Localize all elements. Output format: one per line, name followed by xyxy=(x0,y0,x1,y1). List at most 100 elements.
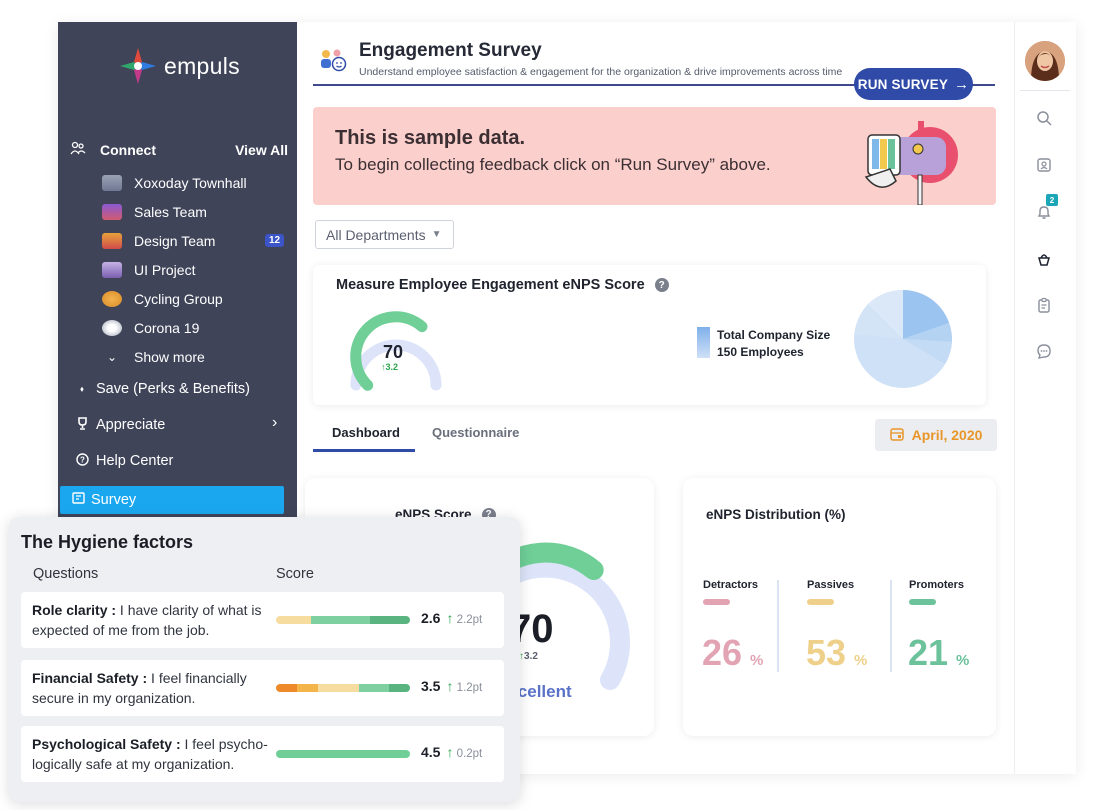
score-delta-value: 1.2pt xyxy=(456,682,483,694)
design-team-icon xyxy=(102,233,122,249)
hygiene-question: Psychological Safety : I feel psycho-log… xyxy=(32,734,268,774)
sidebar-item-sales-team[interactable]: Sales Team xyxy=(102,201,207,223)
sidebar-item-label: UI Project xyxy=(134,262,196,278)
arrow-up-icon: ↑ xyxy=(519,651,524,662)
hygiene-question: Financial Safety : I feel financially se… xyxy=(32,668,268,708)
show-more-button[interactable]: ⌄ Show more xyxy=(102,346,205,368)
banner-text: To begin collecting feedback click on “R… xyxy=(335,155,771,174)
header-divider xyxy=(313,84,995,86)
survey-icon xyxy=(72,492,85,508)
question-title: Psychological Safety : xyxy=(32,736,181,752)
score-value: 4.5 xyxy=(421,744,441,760)
passives-column: Passives xyxy=(807,579,854,605)
score-value: 3.5 xyxy=(421,678,441,694)
hygiene-score: 4.5 ↑ 0.2pt xyxy=(421,744,482,760)
date-picker-value: April, 2020 xyxy=(911,427,983,443)
svg-text:?: ? xyxy=(80,456,85,465)
department-select[interactable]: All Departments ▼ xyxy=(315,220,454,249)
sidebar-item-appreciate[interactable]: Appreciate xyxy=(74,414,165,436)
building-icon xyxy=(102,175,122,191)
connect-section-header: Connect View All xyxy=(70,141,288,158)
sidebar-item-corona-19[interactable]: Corona 19 xyxy=(102,317,199,339)
chat-icon[interactable] xyxy=(1034,341,1054,361)
passives-value: 53% xyxy=(806,632,867,674)
bell-icon[interactable] xyxy=(1034,202,1054,222)
hygiene-row: Psychological Safety : I feel psycho-log… xyxy=(21,726,504,782)
arrow-up-icon: ↑ xyxy=(446,610,454,626)
percent-sign: % xyxy=(750,652,764,669)
sidebar-item-help-center[interactable]: ? Help Center xyxy=(74,450,173,472)
promoters-value: 21% xyxy=(908,632,969,674)
sample-data-banner: This is sample data. To begin collecting… xyxy=(313,107,996,205)
sidebar-item-design-team[interactable]: Design Team xyxy=(102,230,215,252)
sidebar-item-label: Design Team xyxy=(134,233,216,249)
hygiene-score: 2.6 ↑ 2.2pt xyxy=(421,610,482,626)
question-title: Financial Safety : xyxy=(32,670,148,686)
search-icon[interactable] xyxy=(1034,108,1054,128)
enps-score-delta-value: 3.2 xyxy=(524,651,538,662)
detractors-legend-pill xyxy=(703,599,730,605)
rail-divider xyxy=(1020,90,1070,91)
enps-summary-gauge xyxy=(350,311,442,391)
connect-icon xyxy=(70,141,92,158)
help-icon[interactable]: ? xyxy=(654,278,669,292)
enps-distribution-card xyxy=(683,478,996,736)
tab-questionnaire[interactable]: Questionnaire xyxy=(432,425,520,440)
engagement-survey-icon xyxy=(318,44,348,74)
passives-value-number: 53 xyxy=(806,632,847,673)
sidebar-item-save[interactable]: ⬪ Save (Perks & Benefits) xyxy=(74,378,250,400)
brand-name: empuls xyxy=(164,52,240,79)
score-delta: ↑ 1.2pt xyxy=(446,678,482,694)
run-survey-button[interactable]: RUN SURVEY → xyxy=(854,68,973,100)
sidebar: empuls Connect View All Xoxoday Townhall… xyxy=(58,22,297,522)
score-bar xyxy=(276,750,410,758)
banner-title: This is sample data. xyxy=(335,127,526,149)
question-text: I feel financially secure in my organiza… xyxy=(32,670,247,706)
page-subtitle: Understand employee satisfaction & engag… xyxy=(359,66,843,78)
company-size-legend: Total Company Size 150 Employees xyxy=(717,327,830,361)
sidebar-item-ui-project[interactable]: UI Project xyxy=(102,259,195,281)
enps-distribution-title: eNPS Distribution (%) xyxy=(706,507,846,522)
sidebar-item-label: Save (Perks & Benefits) xyxy=(96,381,250,397)
right-rail xyxy=(1014,22,1076,774)
tag-icon: ⬪ xyxy=(80,381,84,396)
hygiene-row: Role clarity : I have clarity of what is… xyxy=(21,592,504,648)
sidebar-item-label: Sales Team xyxy=(134,204,207,220)
department-select-value: All Departments xyxy=(326,226,426,243)
enps-summary-delta-value: 3.2 xyxy=(385,362,399,372)
gift-icon[interactable] xyxy=(1034,249,1054,269)
sidebar-item-xoxoday-townhall[interactable]: Xoxoday Townhall xyxy=(102,172,247,194)
promoters-value-number: 21 xyxy=(908,632,949,673)
passives-legend-pill xyxy=(807,599,834,605)
detractors-column: Detractors xyxy=(703,579,758,605)
active-tab-indicator xyxy=(313,449,415,452)
tab-dashboard[interactable]: Dashboard xyxy=(332,425,400,440)
mailbox-illustration-icon xyxy=(864,121,958,205)
arrow-up-icon: ↑ xyxy=(381,362,386,372)
legend-line-2: 150 Employees xyxy=(717,345,804,359)
date-picker-button[interactable]: April, 2020 xyxy=(875,419,997,451)
clipboard-icon[interactable] xyxy=(1034,295,1054,315)
column-divider xyxy=(777,580,779,672)
contacts-icon[interactable] xyxy=(1034,155,1054,175)
help-circle-icon: ? xyxy=(74,453,90,469)
brand-logo[interactable]: empuls xyxy=(118,46,240,86)
enps-summary-title: Measure Employee Engagement eNPS Score ? xyxy=(336,277,669,293)
view-all-link[interactable]: View All xyxy=(235,141,288,158)
hygiene-question: Role clarity : I have clarity of what is… xyxy=(32,600,268,640)
question-text: I have clarity of what is expected of me… xyxy=(32,602,262,638)
sidebar-item-label: Appreciate xyxy=(96,417,166,433)
run-survey-label: RUN SURVEY xyxy=(857,76,949,92)
sidebar-item-survey[interactable]: Survey xyxy=(60,486,284,514)
sidebar-item-cycling-group[interactable]: Cycling Group xyxy=(102,288,223,310)
chevron-down-icon: ⌄ xyxy=(106,350,118,364)
score-delta-value: 2.2pt xyxy=(456,614,483,626)
sidebar-item-label: Corona 19 xyxy=(134,320,200,336)
user-avatar[interactable] xyxy=(1025,41,1065,81)
virus-icon xyxy=(102,320,122,336)
empuls-logo-icon xyxy=(120,48,156,84)
hygiene-factors-title: The Hygiene factors xyxy=(21,532,194,552)
enps-summary-card: Measure Employee Engagement eNPS Score ?… xyxy=(313,265,986,405)
sidebar-item-label: Xoxoday Townhall xyxy=(134,175,247,191)
legend-line-1: Total Company Size xyxy=(717,328,831,342)
